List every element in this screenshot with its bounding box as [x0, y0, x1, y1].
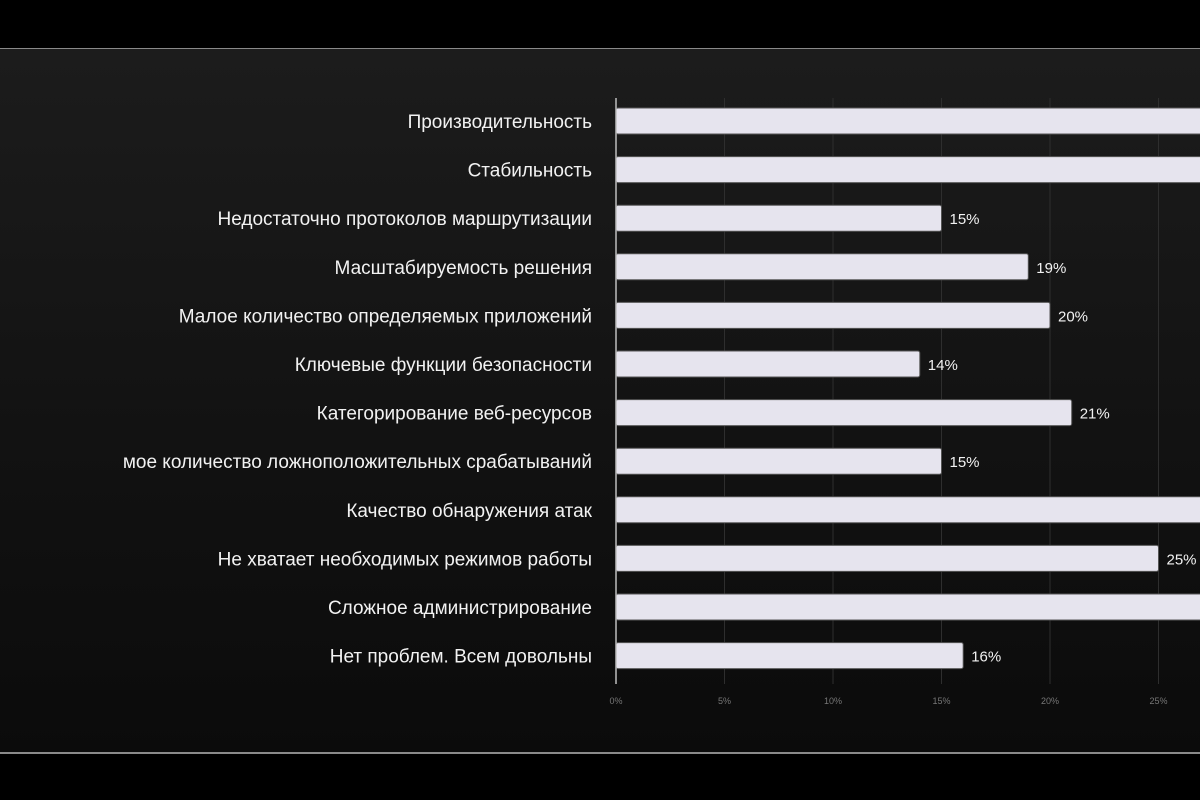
- data-label: 15%: [950, 454, 980, 471]
- bar: [615, 447, 942, 475]
- x-tick-label: 20%: [1041, 696, 1059, 706]
- category-label: Стабильность: [468, 161, 593, 182]
- bar: [615, 496, 1200, 524]
- bar: [615, 593, 1200, 621]
- bar: [615, 399, 1073, 427]
- category-label: мое количество ложноположительных срабат…: [123, 452, 592, 473]
- x-tick-label: 25%: [1149, 696, 1167, 706]
- frame-bottom-line: [0, 752, 1200, 754]
- bar: [615, 156, 1200, 184]
- x-tick-label: 10%: [824, 696, 842, 706]
- bar: [615, 253, 1029, 281]
- bar-layer: [615, 107, 1200, 670]
- bar: [615, 301, 1051, 329]
- x-tick-label: 5%: [718, 696, 731, 706]
- category-label: Производительность: [408, 112, 593, 133]
- data-label: 19%: [1036, 260, 1066, 277]
- category-label: Ключевые функции безопасности: [295, 355, 592, 376]
- bar: [615, 642, 964, 670]
- category-label: Нет проблем. Всем довольны: [330, 647, 592, 668]
- grid-layer: [724, 98, 1159, 684]
- category-labels: Производительность Стабильность Недостаточ…: [123, 112, 593, 668]
- category-label: Малое количество определяемых приложений: [179, 306, 592, 327]
- category-label: Сложное администрирование: [328, 598, 592, 619]
- category-label: Категорирование веб-ресурсов: [317, 404, 592, 425]
- data-label: 14%: [928, 357, 958, 374]
- data-label: 16%: [971, 649, 1001, 666]
- value-labels: 15% 19% 20% 14% 21% 15% 25% 16%: [928, 211, 1197, 665]
- bar: [615, 544, 1159, 572]
- bar: [615, 107, 1200, 135]
- data-label: 20%: [1058, 308, 1088, 325]
- x-tick-labels: 0% 5% 10% 15% 20% 25%: [609, 696, 1167, 706]
- data-label: 21%: [1080, 406, 1110, 423]
- data-label: 15%: [950, 211, 980, 228]
- data-label: 25%: [1167, 551, 1197, 568]
- bar: [615, 204, 942, 232]
- category-label: Не хватает необходимых режимов работы: [218, 549, 592, 570]
- category-label: Недостаточно протоколов маршрутизации: [217, 209, 592, 230]
- x-tick-label: 15%: [932, 696, 950, 706]
- x-tick-label: 0%: [609, 696, 622, 706]
- category-label: Качество обнаружения атак: [346, 501, 592, 522]
- bar: [615, 350, 921, 378]
- category-label: Масштабируемость решения: [335, 258, 592, 279]
